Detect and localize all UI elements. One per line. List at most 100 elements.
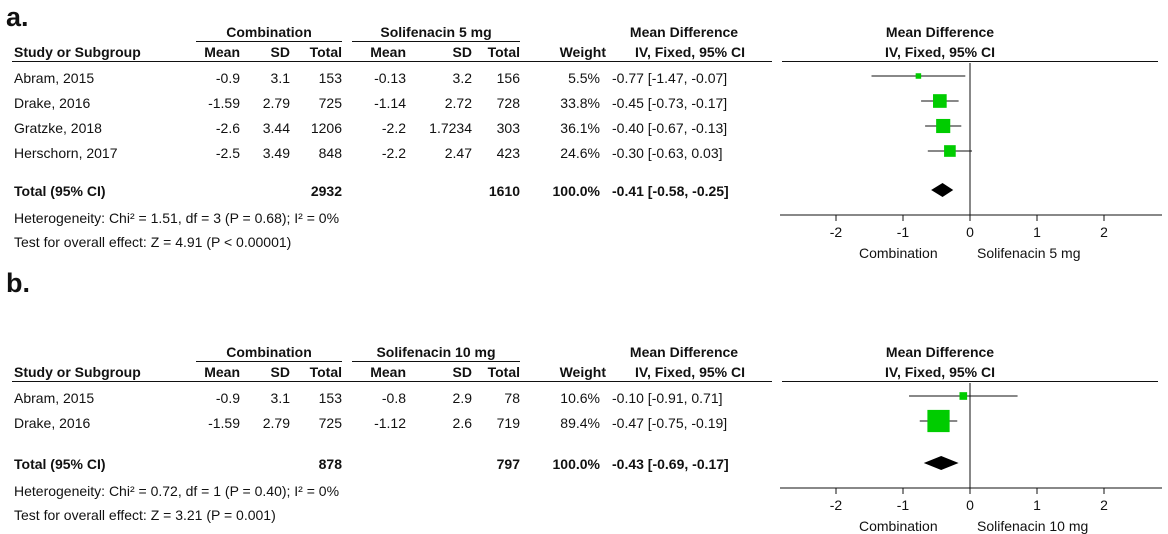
md-header-title: Mean Difference xyxy=(629,344,739,360)
row-weight: 24.6% xyxy=(560,145,600,161)
row-weight: 33.8% xyxy=(560,95,600,111)
total-label: Total (95% CI) xyxy=(14,456,106,472)
row-study: Abram, 2015 xyxy=(14,390,95,406)
row-weight: 89.4% xyxy=(560,415,600,431)
row-ctl-total: 719 xyxy=(496,415,520,431)
col-header-sd: SD xyxy=(270,44,290,60)
x-tick-label: 1 xyxy=(1033,497,1041,513)
row-ctl-sd: 2.47 xyxy=(444,145,472,161)
effect-marker xyxy=(927,409,950,433)
x-tick-label: 0 xyxy=(966,224,974,240)
total-exp: 878 xyxy=(318,456,342,472)
row-ctl-sd: 2.6 xyxy=(452,415,472,431)
favours-right-label: Solifenacin 10 mg xyxy=(977,518,1089,534)
row-weight: 5.5% xyxy=(568,70,600,86)
x-tick-label: 0 xyxy=(966,497,974,513)
col-header-mean: Mean xyxy=(370,364,406,380)
row-ctl-mean: -2.2 xyxy=(381,120,406,136)
col-header-mean: Mean xyxy=(204,364,240,380)
row-exp-sd: 2.79 xyxy=(262,95,290,111)
plot-header-sub: IV, Fixed, 95% CI xyxy=(885,364,995,380)
row-ctl-total: 423 xyxy=(496,145,520,161)
row-exp-sd: 3.49 xyxy=(262,145,290,161)
col-header-weight: Weight xyxy=(559,44,606,60)
header-rule xyxy=(12,381,772,382)
heterogeneity-text: Heterogeneity: Chi² = 1.51, df = 3 (P = … xyxy=(14,210,340,226)
row-exp-mean: -0.9 xyxy=(215,70,240,86)
row-ctl-mean: -0.13 xyxy=(374,70,406,86)
x-tick-label: 2 xyxy=(1100,497,1108,513)
panel-label: a. xyxy=(6,2,29,32)
group-underline xyxy=(352,361,520,362)
row-exp-mean: -1.59 xyxy=(208,415,240,431)
col-header-total: Total xyxy=(309,364,342,380)
overall-effect-text: Test for overall effect: Z = 4.91 (P < 0… xyxy=(14,234,292,250)
row-ctl-mean: -1.12 xyxy=(374,415,406,431)
col-header-sd: SD xyxy=(270,364,290,380)
panel-label: b. xyxy=(6,268,30,298)
x-tick-label: -1 xyxy=(897,224,910,240)
x-tick-label: 2 xyxy=(1100,224,1108,240)
header-rule xyxy=(12,61,772,62)
row-exp-mean: -1.59 xyxy=(208,95,240,111)
row-exp-total: 153 xyxy=(318,390,342,406)
row-ctl-mean: -1.14 xyxy=(374,95,406,111)
col-header-ci: IV, Fixed, 95% CI xyxy=(635,364,745,380)
row-exp-total: 725 xyxy=(318,415,342,431)
forest-plot-area: -2 -1 0 1 2 xyxy=(780,383,1162,513)
row-ci: -0.77 [-1.47, -0.07] xyxy=(612,70,728,86)
effect-marker xyxy=(915,73,922,79)
col-header-mean: Mean xyxy=(370,44,406,60)
col-header-sd: SD xyxy=(452,364,472,380)
plot-header-title: Mean Difference xyxy=(885,24,995,40)
row-study: Gratzke, 2018 xyxy=(14,120,102,136)
col-header-mean: Mean xyxy=(204,44,240,60)
row-ctl-sd: 2.72 xyxy=(444,95,472,111)
col-header-total: Total xyxy=(487,44,520,60)
heterogeneity-text: Heterogeneity: Chi² = 0.72, df = 1 (P = … xyxy=(14,483,340,499)
total-weight: 100.0% xyxy=(552,183,600,199)
pooled-diamond xyxy=(923,456,959,470)
row-ci: -0.40 [-0.67, -0.13] xyxy=(612,120,728,136)
group-header-control: Solifenacin 10 mg xyxy=(376,344,496,360)
x-tick-label: -2 xyxy=(830,497,843,513)
favours-right-label: Solifenacin 5 mg xyxy=(977,245,1081,261)
row-weight: 36.1% xyxy=(560,120,600,136)
row-exp-mean: -0.9 xyxy=(215,390,240,406)
row-ctl-sd: 3.2 xyxy=(452,70,472,86)
row-ctl-total: 78 xyxy=(504,390,520,406)
total-ci: -0.43 [-0.69, -0.17] xyxy=(612,456,729,472)
row-exp-total: 153 xyxy=(318,70,342,86)
row-exp-sd: 3.1 xyxy=(270,70,290,86)
total-weight: 100.0% xyxy=(552,456,600,472)
row-exp-sd: 3.1 xyxy=(270,390,290,406)
row-ctl-total: 303 xyxy=(496,120,520,136)
col-header-total: Total xyxy=(487,364,520,380)
col-header-total: Total xyxy=(309,44,342,60)
row-ci: -0.10 [-0.91, 0.71] xyxy=(612,390,723,406)
row-weight: 10.6% xyxy=(560,390,600,406)
row-ctl-sd: 2.9 xyxy=(452,390,472,406)
total-ctl: 1610 xyxy=(488,183,520,199)
row-ci: -0.30 [-0.63, 0.03] xyxy=(612,145,723,161)
total-exp: 2932 xyxy=(310,183,342,199)
forest-plot-panel-b: b. Combination Solifenacin 10 mg Mean Di… xyxy=(0,266,1168,534)
effect-marker xyxy=(944,145,956,157)
effect-marker xyxy=(936,118,951,134)
group-header-experimental: Combination xyxy=(226,24,312,40)
col-header-sd: SD xyxy=(452,44,472,60)
row-ctl-mean: -2.2 xyxy=(381,145,406,161)
plot-header-sub: IV, Fixed, 95% CI xyxy=(885,44,995,60)
x-tick-label: -2 xyxy=(830,224,843,240)
row-exp-mean: -2.6 xyxy=(215,120,240,136)
row-ctl-total: 728 xyxy=(496,95,520,111)
forest-plot-area: -2 -1 0 1 2 xyxy=(780,63,1162,240)
row-ci: -0.47 [-0.75, -0.19] xyxy=(612,415,728,431)
row-exp-sd: 3.44 xyxy=(262,120,290,136)
col-header-ci: IV, Fixed, 95% CI xyxy=(635,44,745,60)
group-header-experimental: Combination xyxy=(226,344,312,360)
group-underline xyxy=(196,361,342,362)
forest-plot-panel-a: a. Combination Solifenacin 5 mg Mean Dif… xyxy=(0,0,1168,266)
effect-marker xyxy=(959,392,968,400)
row-exp-total: 848 xyxy=(318,145,342,161)
